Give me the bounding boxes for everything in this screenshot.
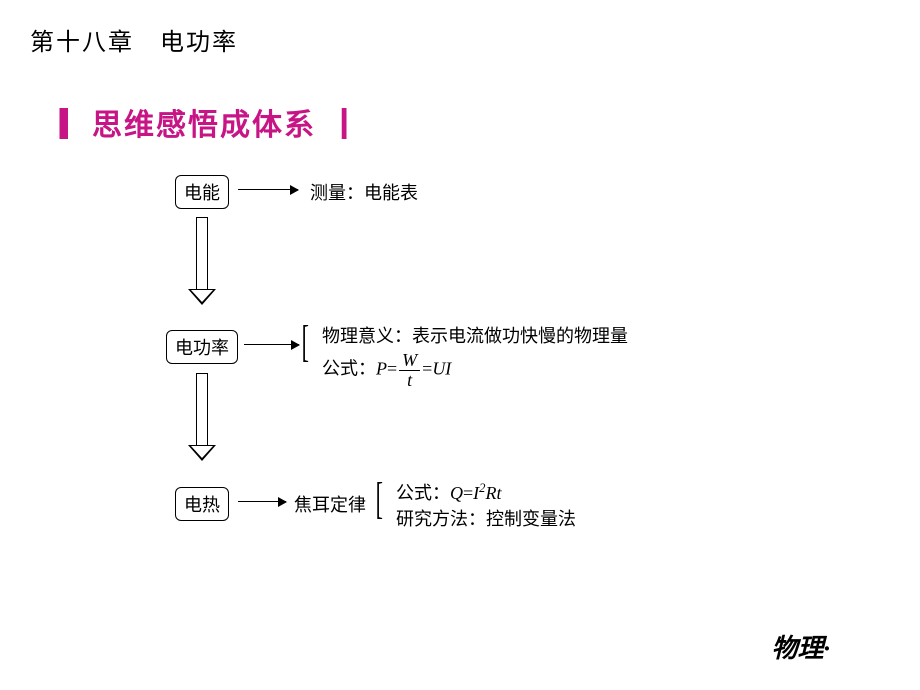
label-heat-method: 研究方法：控制变量法 [396,505,576,531]
formula-P: P [376,359,387,379]
footer-subject: 物理· [771,628,830,665]
flow-diagram: 电能 测量：电能表 电功率 [ 物理意义：表示电流做功快慢的物理量 公式：P=W… [160,175,760,605]
arrow-energy-measure [238,189,298,190]
heat-formula-prefix: 公式： [396,483,450,503]
arrow-power [244,344,299,345]
section-title: ▎思维感悟成体系▕ [60,100,348,144]
label-heat-formula: 公式：Q=I2Rt [396,479,501,505]
chapter-title: 第十八章 电功率 [30,22,238,57]
formula-Rt: Rt [485,483,501,503]
formula-Q: Q [450,483,463,503]
bracket-heat: [ [376,477,383,521]
heat-eq: = [463,483,473,503]
eq1: = [387,359,397,379]
bracket-power: [ [302,320,309,364]
node-heat: 电热 [175,487,229,521]
formula-prefix: 公式： [322,359,376,379]
label-joule-law: 焦耳定律 [294,491,366,517]
eq2: = [422,359,432,379]
frac-num: W [399,351,420,371]
arrow-heat [238,501,286,502]
label-power-formula: 公式：P=Wt=UI [322,351,451,390]
label-energy-measure: 测量：电能表 [310,179,418,205]
frac-den: t [399,371,420,390]
formula-UI: UI [432,359,451,379]
fraction-Wt: Wt [399,351,420,390]
label-power-meaning: 物理意义：表示电流做功快慢的物理量 [322,322,628,348]
node-power: 电功率 [166,330,238,364]
node-energy: 电能 [175,175,229,209]
